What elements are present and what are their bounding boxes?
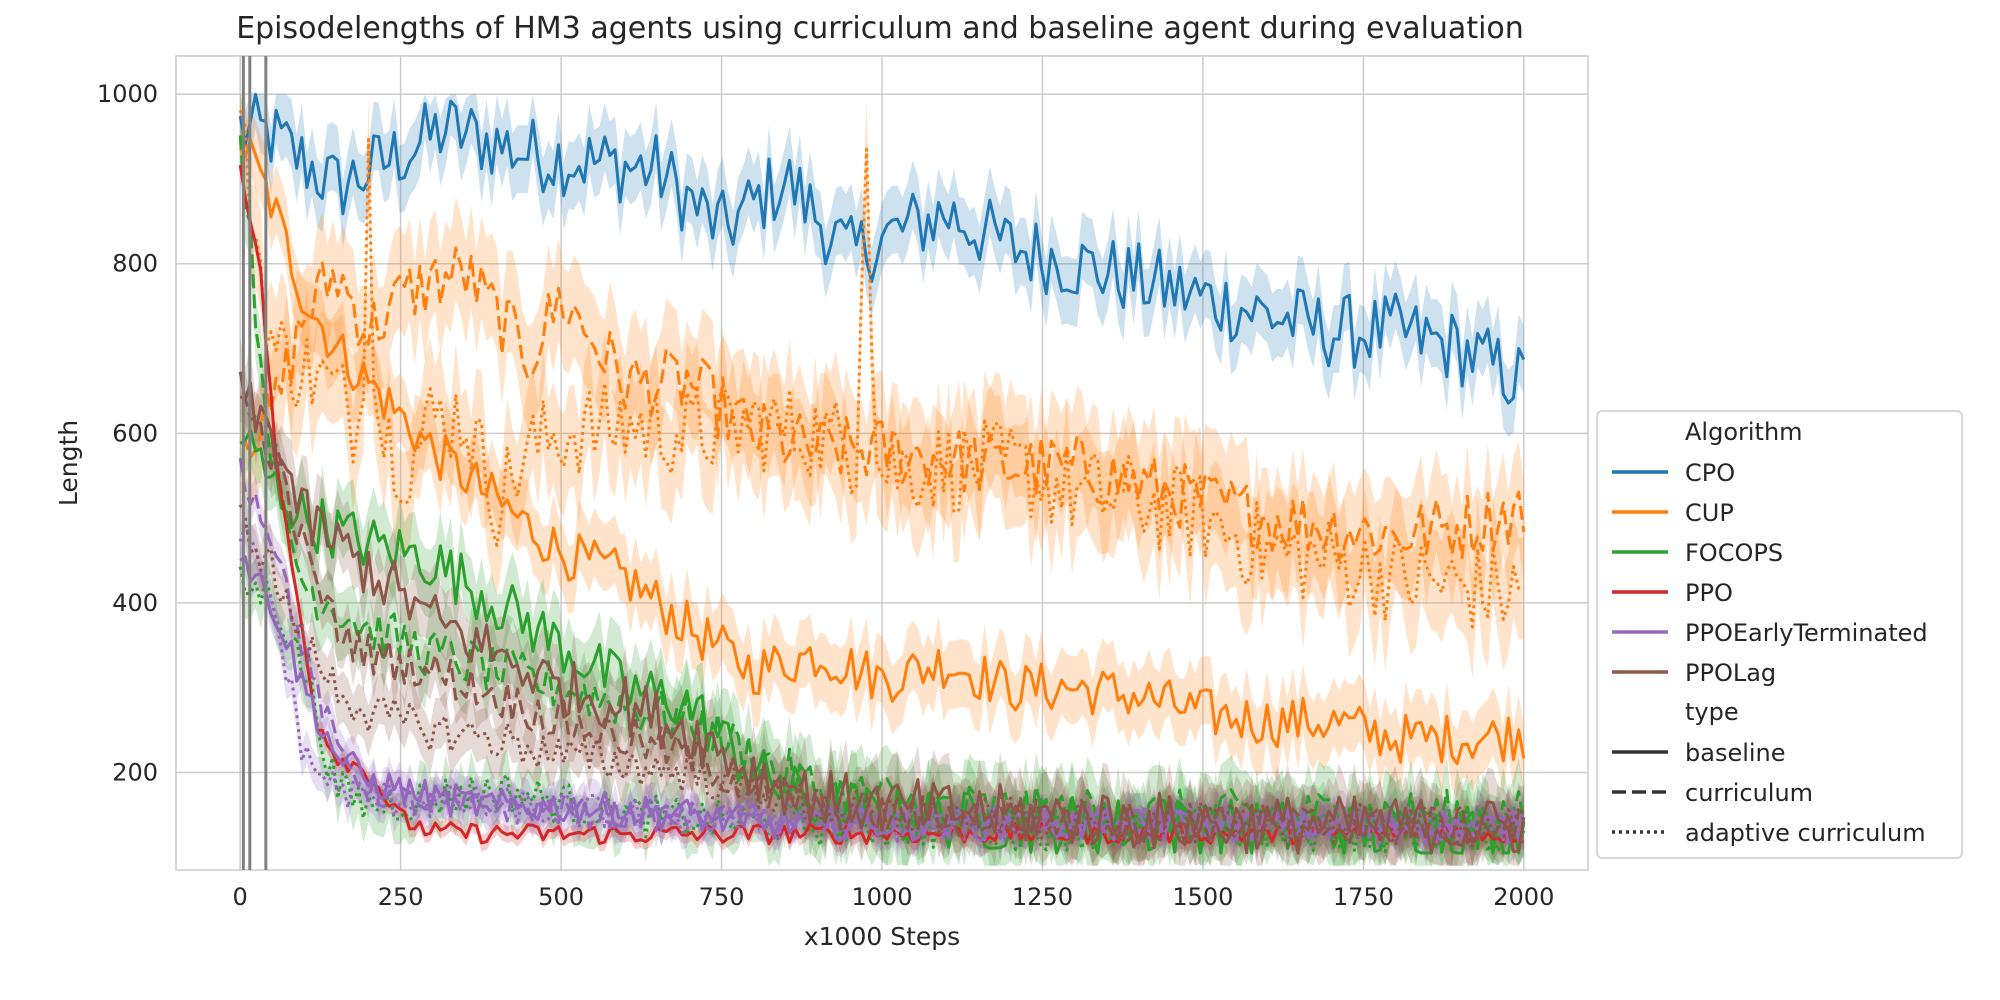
legend-box <box>1596 410 1963 859</box>
legend-label-focops: FOCOPS <box>1685 539 1783 567</box>
line-focops-adaptive-curriculum <box>238 566 1526 854</box>
x-tick-label: 500 <box>538 883 584 911</box>
series-lines <box>238 92 1526 855</box>
line-ppoearlyterminated-adaptive-curriculum <box>238 524 1526 845</box>
band-focops-adaptive-curriculum <box>240 541 1524 866</box>
legend-label-cpo: CPO <box>1685 459 1735 487</box>
legend-label-adaptive-curriculum: adaptive curriculum <box>1685 819 1926 847</box>
y-tick-label: 800 <box>112 250 158 278</box>
x-tick-label: 1500 <box>1172 883 1233 911</box>
line-ppolag-curriculum <box>239 395 1525 847</box>
y-tick-labels: 200 400 600 800 1000 <box>97 80 158 786</box>
legend-label-ppo: PPO <box>1685 579 1733 607</box>
line-cup-adaptive-curriculum <box>238 109 1524 629</box>
line-cup-baseline <box>238 138 1526 766</box>
x-tick-label: 750 <box>699 883 745 911</box>
legend: Algorithm CPO CUP FOCOPS PPO PPOEarlyTermina… <box>1596 410 1963 859</box>
y-tick-label: 1000 <box>97 80 158 108</box>
x-tick-label: 250 <box>378 883 424 911</box>
x-tick-label: 0 <box>233 883 248 911</box>
legend-label-curriculum: curriculum <box>1685 779 1813 807</box>
y-axis-label: Length <box>54 420 83 506</box>
legend-label-ppolag: PPOLag <box>1685 659 1776 687</box>
grid <box>176 56 1588 870</box>
x-tick-label: 1250 <box>1012 883 1073 911</box>
legend-label-ppoearlyterminated: PPOEarlyTerminated <box>1685 619 1928 647</box>
legend-heading-algorithm: Algorithm <box>1685 418 1803 446</box>
band-cup-baseline <box>240 106 1524 798</box>
legend-label-baseline: baseline <box>1685 739 1786 767</box>
y-tick-label: 600 <box>112 419 158 447</box>
band-ppolag-adaptive-curriculum <box>240 479 1524 866</box>
y-tick-label: 200 <box>112 758 158 786</box>
line-ppolag-baseline <box>238 371 1526 855</box>
vertical-markers <box>241 56 268 870</box>
line-ppolag-adaptive-curriculum <box>238 504 1526 848</box>
legend-type-entries: baseline curriculum adaptive curriculum <box>1612 739 1926 847</box>
x-tick-labels: 0 250 500 750 1000 1250 1500 1750 2000 <box>233 883 1555 911</box>
line-cpo-baseline <box>238 92 1526 405</box>
x-tick-label: 2000 <box>1493 883 1554 911</box>
y-tick-label: 400 <box>112 589 158 617</box>
x-tick-label: 1750 <box>1333 883 1394 911</box>
x-tick-label: 1000 <box>851 883 912 911</box>
legend-label-cup: CUP <box>1685 499 1734 527</box>
line-cup-curriculum <box>239 246 1526 562</box>
legend-heading-type: type <box>1685 698 1739 726</box>
band-cup-curriculum <box>240 197 1524 611</box>
chart-title: Episodelengths of HM3 agents using curri… <box>236 11 1524 46</box>
legend-algorithm-entries: CPO CUP FOCOPS PPO PPOEarlyTerminated PPOLag <box>1612 459 1928 687</box>
x-axis-label: x1000 Steps <box>804 922 960 951</box>
line-ppoearlyterminated-curriculum <box>238 458 1525 842</box>
band-focops-curriculum <box>240 101 1524 866</box>
